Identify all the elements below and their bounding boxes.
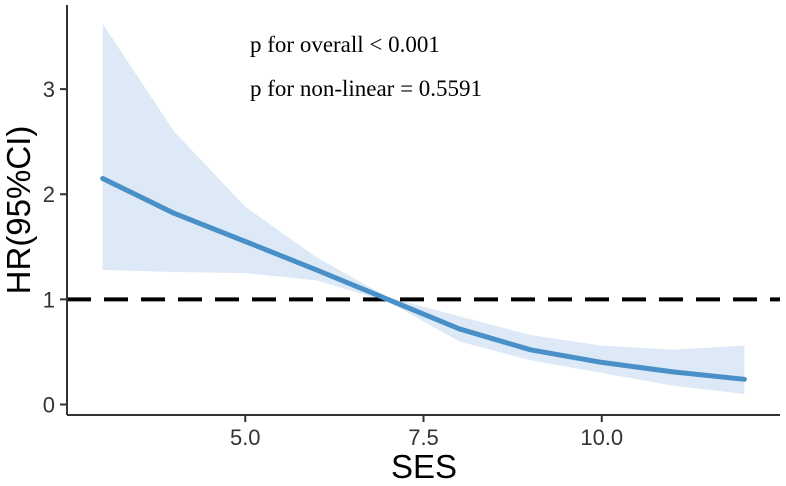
y-axis-title: HR(95%CI) [0, 126, 37, 295]
x-tick-label: 7.5 [408, 425, 439, 450]
y-tick-label: 1 [43, 287, 55, 312]
y-tick-label: 2 [43, 182, 55, 207]
x-tick-label: 5.0 [230, 425, 261, 450]
y-tick-label: 3 [43, 77, 55, 102]
hr-curve [100, 176, 747, 382]
x-ticks: 5.0 7.5 10.0 [230, 415, 623, 450]
p-overall-annotation: p for overall < 0.001 [250, 32, 440, 57]
x-tick-label: 10.0 [580, 425, 623, 450]
p-nonlinear-annotation: p for non-linear = 0.5591 [250, 76, 482, 101]
y-tick-label: 0 [43, 392, 55, 417]
x-axis-title: SES [391, 448, 457, 485]
y-ticks: 0 1 2 3 [43, 77, 67, 417]
confidence-band [102, 23, 745, 395]
